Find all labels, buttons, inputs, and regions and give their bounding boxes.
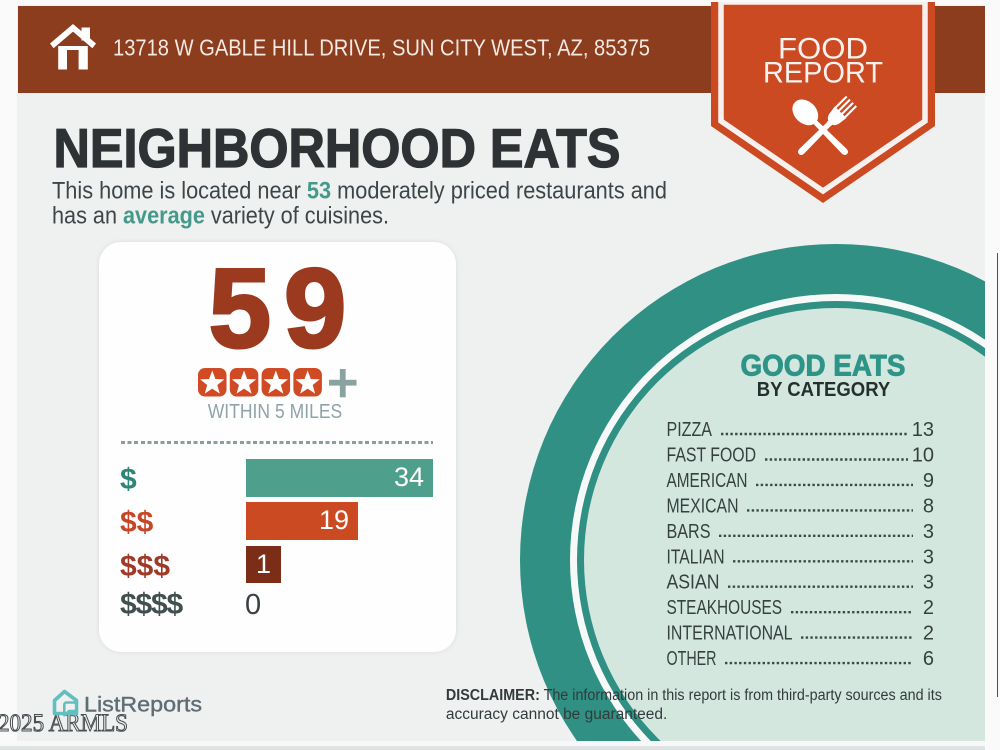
svg-text:FOOD: FOOD xyxy=(778,33,868,66)
svg-text:2: 2 xyxy=(923,623,934,645)
svg-text:ITALIAN: ITALIAN xyxy=(667,546,725,568)
svg-text:DISCLAIMER: The information in: DISCLAIMER: The information in this repo… xyxy=(446,687,942,704)
svg-text:3: 3 xyxy=(923,521,934,543)
svg-text:3: 3 xyxy=(923,546,934,568)
svg-text:PIZZA: PIZZA xyxy=(667,419,713,441)
svg-text:BY CATEGORY: BY CATEGORY xyxy=(757,378,891,401)
svg-text:59: 59 xyxy=(209,246,360,371)
svg-text:ASIAN: ASIAN xyxy=(667,572,720,594)
svg-text:REPORT: REPORT xyxy=(763,57,883,90)
svg-text:3: 3 xyxy=(923,572,934,594)
svg-text:OTHER: OTHER xyxy=(667,648,717,670)
svg-text:This home is located near 53 m: This home is located near 53 moderately … xyxy=(52,177,667,204)
svg-text:accuracy cannot be guaranteed.: accuracy cannot be guaranteed. xyxy=(446,706,667,723)
svg-text:BARS: BARS xyxy=(667,521,711,543)
svg-text:ListReports: ListReports xyxy=(84,694,202,717)
svg-text:MEXICAN: MEXICAN xyxy=(667,495,739,517)
svg-text:has an average variety of cuis: has an average variety of cuisines. xyxy=(52,203,389,230)
svg-text:NEIGHBORHOOD EATS: NEIGHBORHOOD EATS xyxy=(54,117,621,179)
svg-text:10: 10 xyxy=(912,445,934,467)
svg-text:WITHIN 5 MILES: WITHIN 5 MILES xyxy=(208,401,343,423)
svg-text:STEAKHOUSES: STEAKHOUSES xyxy=(667,597,783,619)
svg-text:AMERICAN: AMERICAN xyxy=(667,470,748,492)
svg-text:2: 2 xyxy=(923,597,934,619)
svg-text:GOOD EATS: GOOD EATS xyxy=(741,349,906,382)
svg-text:13: 13 xyxy=(912,419,934,441)
svg-text:8: 8 xyxy=(923,495,934,517)
svg-text:FAST FOOD: FAST FOOD xyxy=(667,445,757,467)
svg-text:6: 6 xyxy=(923,648,934,670)
svg-text:13718 W GABLE HILL DRIVE, SUN: 13718 W GABLE HILL DRIVE, SUN CITY WEST,… xyxy=(113,35,650,61)
svg-text:INTERNATIONAL: INTERNATIONAL xyxy=(667,623,793,645)
svg-text:9: 9 xyxy=(923,470,934,492)
